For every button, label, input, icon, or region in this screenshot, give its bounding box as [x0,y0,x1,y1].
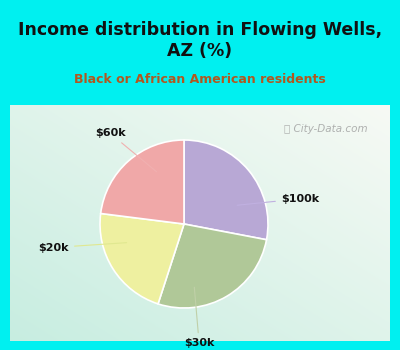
Text: $100k: $100k [237,194,319,205]
Wedge shape [100,214,184,304]
Text: $20k: $20k [38,243,127,252]
Text: $30k: $30k [184,287,214,348]
Text: Black or African American residents: Black or African American residents [74,73,326,86]
Wedge shape [101,140,184,224]
Wedge shape [158,224,266,308]
Text: ⓘ City-Data.com: ⓘ City-Data.com [284,124,367,134]
Text: Income distribution in Flowing Wells,
AZ (%): Income distribution in Flowing Wells, AZ… [18,21,382,61]
Wedge shape [184,140,268,240]
Text: $60k: $60k [95,128,157,172]
